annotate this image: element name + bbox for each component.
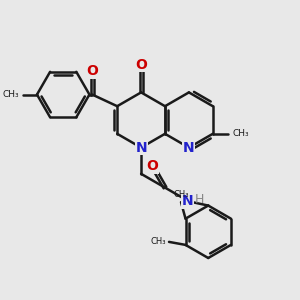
Text: N: N [135,141,147,154]
Text: N: N [182,194,193,208]
Text: CH₃: CH₃ [173,190,189,199]
Text: N: N [183,141,195,154]
Text: CH₃: CH₃ [151,237,166,246]
Text: O: O [147,159,158,173]
Text: CH₃: CH₃ [232,129,249,138]
Text: H: H [195,194,204,206]
Text: O: O [135,58,147,72]
Text: CH₃: CH₃ [2,90,19,99]
Text: O: O [86,64,98,78]
